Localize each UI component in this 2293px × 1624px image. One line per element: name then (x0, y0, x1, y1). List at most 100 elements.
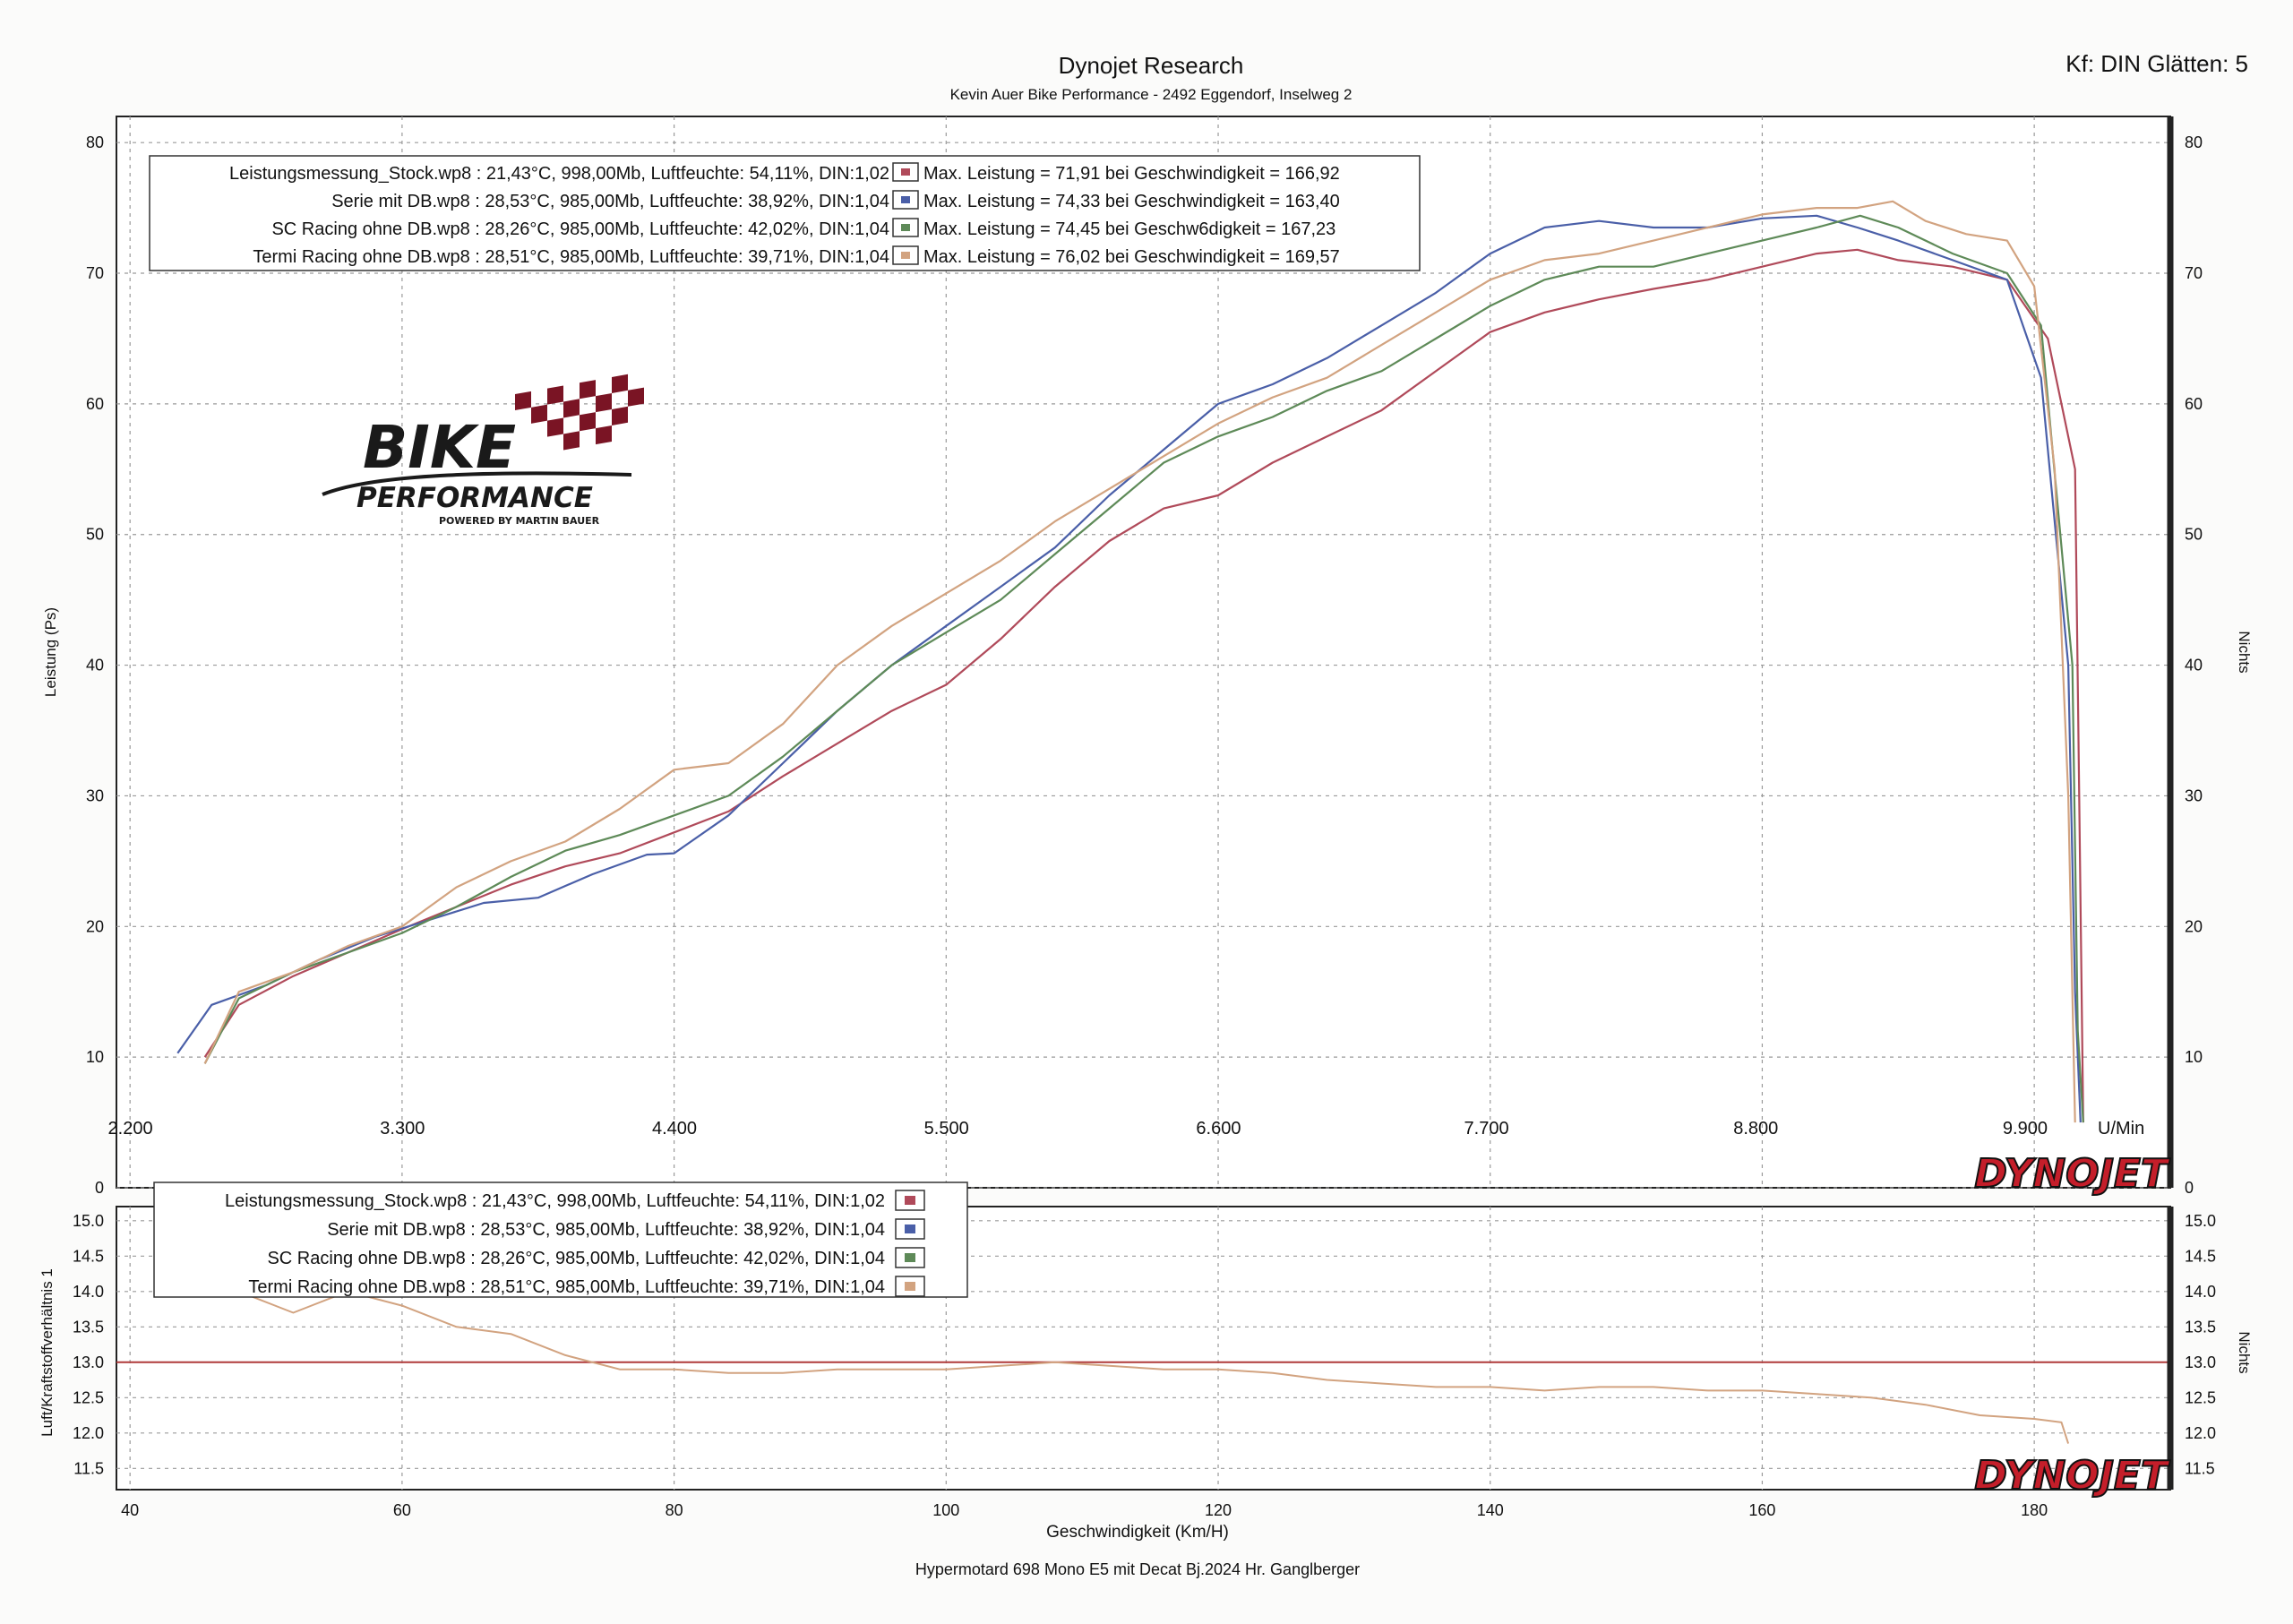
afr-y-tick: 14.5 (73, 1247, 104, 1265)
rpm-tick: 5.500 (924, 1119, 969, 1139)
checkered-flag-icon (515, 374, 644, 451)
rpm-tick: 2.200 (108, 1119, 153, 1139)
power-y-tick-right: 60 (2185, 395, 2203, 413)
power-legend-max: Max. Leistung = 74,45 bei Geschw6digkeit… (923, 219, 1335, 239)
speed-x-tick: 120 (1205, 1501, 1232, 1519)
power-y-tick: 0 (95, 1179, 104, 1197)
power-legend-entry: Serie mit DB.wp8 : 28,53°C, 985,00Mb, Lu… (331, 192, 889, 211)
power-legend-max: Max. Leistung = 76,02 bei Geschwindigkei… (923, 247, 1340, 267)
power-y-tick: 70 (86, 264, 104, 282)
power-y-tick-right: 20 (2185, 917, 2203, 935)
power-y-tick: 50 (86, 526, 104, 544)
power-plot-area (116, 116, 2171, 1189)
power-legend-entry: Termi Racing ohne DB.wp8 : 28,51°C, 985,… (253, 247, 889, 267)
power-series-line (203, 200, 2076, 1123)
power-y-tick-right: 70 (2185, 264, 2203, 282)
speed-x-tick: 180 (2021, 1501, 2048, 1519)
x-axis-label: Geschwindigkeit (Km/H) (1046, 1523, 1229, 1542)
logo-performance: PERFORMANCE (356, 482, 593, 514)
afr-y-tick-right: 14.5 (2185, 1247, 2216, 1265)
legend-swatch-fill (905, 1253, 915, 1262)
power-legend-max: Max. Leistung = 74,33 bei Geschwindigkei… (923, 192, 1340, 211)
legend-swatch-fill (901, 168, 910, 176)
legend-swatch-fill (901, 196, 910, 203)
afr-y-tick-right: 13.0 (2185, 1353, 2216, 1371)
speed-x-tick: 140 (1477, 1501, 1504, 1519)
power-series-line (176, 214, 2082, 1123)
power-y-tick-right: 30 (2185, 786, 2203, 804)
power-y-tick: 60 (86, 395, 104, 413)
dynojet-watermark-top: DYNOJET (1974, 1151, 2170, 1197)
afr-y-tick: 15.0 (73, 1212, 104, 1230)
legend-swatch-fill (901, 252, 910, 259)
rpm-unit-label: U/Min (2098, 1119, 2144, 1139)
power-series (176, 200, 2084, 1123)
power-y-tick-right: 10 (2185, 1048, 2203, 1066)
afr-series (238, 1290, 2070, 1444)
power-y-tick-right: 0 (2185, 1179, 2194, 1197)
power-series-line (203, 214, 2084, 1123)
speed-x-tick: 80 (666, 1501, 683, 1519)
legend-swatch-fill (905, 1224, 915, 1233)
power-series-line (203, 248, 2084, 1123)
power-legend-entry: SC Racing ohne DB.wp8 : 28,26°C, 985,00M… (271, 219, 889, 239)
speed-x-tick: 160 (1748, 1501, 1775, 1519)
power-y-label: Leistung (Ps) (42, 607, 59, 697)
logo-bike: BIKE (363, 413, 516, 482)
rpm-tick: 9.900 (2003, 1119, 2048, 1139)
afr-grid (116, 1207, 2170, 1490)
chart-title: Dynojet Research (1058, 52, 1244, 79)
afr-y-tick: 12.5 (73, 1388, 104, 1406)
afr-y-tick-right: 12.5 (2185, 1388, 2216, 1406)
afr-legend-entry: Termi Racing ohne DB.wp8 : 28,51°C, 985,… (248, 1277, 885, 1297)
rpm-tick: 7.700 (1464, 1119, 1509, 1139)
legend-swatch-fill (901, 224, 910, 231)
bike-performance-logo: BIKE PERFORMANCE POWERED BY MARTIN BAUER (322, 374, 644, 527)
rpm-tick: 4.400 (652, 1119, 697, 1139)
afr-legend-entry: Leistungsmessung_Stock.wp8 : 21,43°C, 99… (225, 1191, 885, 1211)
power-y-ticks: 0 0 10 10 20 20 30 30 40 40 50 50 60 60 70 70 80 80 (86, 133, 2203, 1197)
afr-y-tick-right: 13.5 (2185, 1318, 2216, 1336)
rpm-tick: 8.800 (1733, 1119, 1778, 1139)
power-y-tick: 40 (86, 657, 104, 675)
afr-y-tick-right: 12.0 (2185, 1424, 2216, 1442)
afr-y-tick-right: 14.0 (2185, 1283, 2216, 1301)
power-y-tick: 30 (86, 786, 104, 804)
rpm-tick: 3.300 (380, 1119, 425, 1139)
afr-series-line (238, 1290, 2070, 1444)
afr-right-label: Nichts (2236, 1331, 2253, 1373)
speed-x-tick: 100 (932, 1501, 959, 1519)
vehicle-footer: Hypermotard 698 Mono E5 mit Decat Bj.202… (915, 1560, 1361, 1578)
afr-y-tick: 14.0 (73, 1283, 104, 1301)
power-right-label: Nichts (2236, 631, 2253, 673)
rpm-tick: 6.600 (1196, 1119, 1241, 1139)
rpm-ticks: 2.200 3.300 4.400 5.500 6.600 7.700 8.800 9.900 (108, 1119, 2048, 1139)
power-legend-entry: Leistungsmessung_Stock.wp8 : 21,43°C, 99… (229, 164, 889, 184)
afr-legend: Leistungsmessung_Stock.wp8 : 21,43°C, 99… (153, 1181, 968, 1298)
afr-legend-entry: SC Racing ohne DB.wp8 : 28,26°C, 985,00M… (267, 1249, 885, 1268)
afr-y-tick: 11.5 (73, 1459, 104, 1477)
afr-y-tick-right: 15.0 (2185, 1212, 2216, 1230)
speed-x-tick: 60 (393, 1501, 411, 1519)
smoothing-label: Kf: DIN Glätten: 5 (2065, 50, 2248, 77)
speed-x-tick: 40 (121, 1501, 139, 1519)
legend-swatch-fill (905, 1282, 915, 1291)
power-y-tick-right: 80 (2185, 133, 2203, 151)
chart-subtitle: Kevin Auer Bike Performance - 2492 Eggen… (949, 86, 1353, 103)
power-legend: Leistungsmessung_Stock.wp8 : 21,43°C, 99… (149, 155, 1421, 271)
legend-swatch-fill (905, 1196, 915, 1205)
power-y-tick-right: 50 (2185, 526, 2203, 544)
afr-y-tick-right: 11.5 (2185, 1459, 2215, 1477)
afr-y-tick: 12.0 (73, 1424, 104, 1442)
speed-x-ticks: 40 60 80 100 120 140 160 180 (121, 1501, 2048, 1519)
power-y-tick-right: 40 (2185, 657, 2203, 675)
dynojet-watermark-bottom: DYNOJET (1974, 1453, 2170, 1499)
power-y-tick: 20 (86, 917, 104, 935)
power-legend-max: Max. Leistung = 71,91 bei Geschwindigkei… (923, 164, 1340, 184)
afr-legend-entry: Serie mit DB.wp8 : 28,53°C, 985,00Mb, Lu… (327, 1220, 885, 1240)
afr-y-tick: 13.0 (73, 1353, 104, 1371)
logo-tagline: POWERED BY MARTIN BAUER (439, 515, 600, 527)
power-y-tick: 80 (86, 133, 104, 151)
